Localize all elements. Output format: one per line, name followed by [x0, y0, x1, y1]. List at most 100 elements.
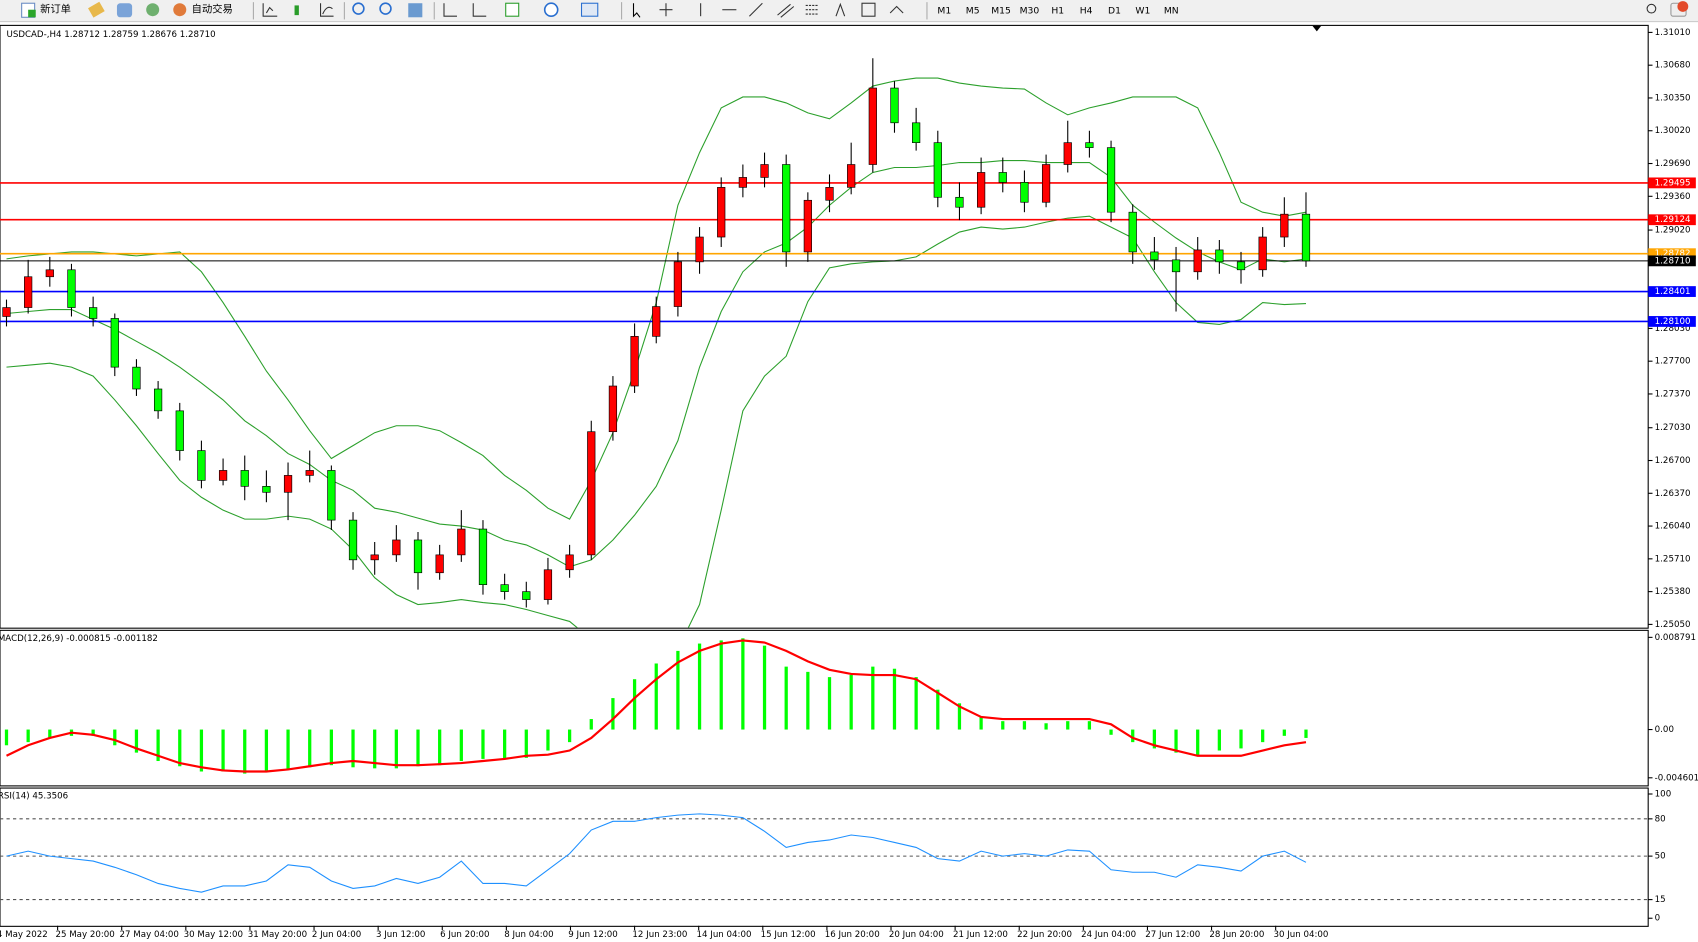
- candle-body: [652, 306, 661, 337]
- x-tick-label: 30 Jun 04:00: [1274, 930, 1329, 940]
- scroll-icon[interactable]: [443, 3, 457, 17]
- candle-body: [89, 307, 98, 319]
- timeframe-button[interactable]: D1: [1108, 5, 1121, 16]
- new-order-button[interactable]: 新订单: [40, 3, 71, 16]
- candle-body: [218, 470, 228, 481]
- candle-body: [1150, 251, 1159, 261]
- histogram-bar: [178, 729, 182, 767]
- price-axis: 0.008791 0.00 -0.004601: [1648, 633, 1698, 783]
- x-tick-label: 12 Jun 23:00: [632, 930, 687, 940]
- history-icon[interactable]: [88, 1, 105, 18]
- histogram-bar: [1109, 729, 1113, 735]
- level-price-box: [1648, 255, 1696, 267]
- level-price-box: [1648, 214, 1696, 226]
- panel-plot: [4, 638, 1308, 774]
- histogram-bar: [243, 729, 247, 774]
- timeframe-button[interactable]: M30: [1020, 5, 1040, 16]
- y-tick-label: 50: [1655, 852, 1666, 862]
- zoom-out-icon[interactable]: [379, 2, 392, 15]
- timeframe-button[interactable]: H1: [1051, 5, 1064, 16]
- label-icon[interactable]: [861, 2, 876, 17]
- auto-trade-button[interactable]: 自动交易: [192, 3, 233, 16]
- histogram-bar: [546, 729, 550, 751]
- histogram-bar: [221, 729, 225, 772]
- tile-icon[interactable]: [408, 3, 423, 18]
- histogram-bar: [1217, 729, 1221, 751]
- histogram-bar: [611, 698, 615, 730]
- cursor-icon[interactable]: [632, 3, 641, 18]
- x-tick-label: 24 May 2022: [0, 930, 48, 940]
- candle-body: [760, 164, 769, 178]
- histogram-bar: [762, 645, 767, 730]
- line-chart-icon[interactable]: [319, 3, 334, 17]
- histogram-bar: [936, 689, 940, 730]
- histogram-bar: [1152, 729, 1157, 749]
- text-icon[interactable]: [835, 2, 846, 17]
- candle-body: [348, 519, 358, 561]
- histogram-bar: [1131, 729, 1135, 743]
- indicator-line: [6, 639, 1307, 773]
- periods-icon[interactable]: [543, 2, 559, 18]
- toolbar-bg: [0, 0, 1698, 22]
- y-tick-label: 1.30350: [1655, 93, 1691, 103]
- candle-body: [67, 269, 76, 308]
- candle-body: [1280, 213, 1289, 238]
- rsi-panel: [0, 787, 1649, 927]
- x-tick-label: 9 Jun 12:00: [568, 930, 617, 940]
- indicator-title: RSI(14) 45.3506: [0, 792, 68, 802]
- zoom-in-icon[interactable]: [352, 2, 365, 15]
- histogram-bar: [113, 729, 117, 746]
- histogram-bar: [91, 729, 95, 736]
- candle-body: [175, 410, 184, 451]
- histogram-bar: [156, 729, 160, 762]
- candle-body: [305, 470, 314, 476]
- arrows-icon[interactable]: [889, 5, 904, 14]
- y-tick-label: 15: [1655, 895, 1666, 905]
- histogram-bar: [697, 643, 702, 730]
- panel-plot: [0, 813, 1649, 901]
- timeframe-button[interactable]: M5: [966, 5, 980, 16]
- candle-body: [955, 196, 964, 208]
- indicators-icon[interactable]: [505, 2, 520, 17]
- shift-icon[interactable]: [472, 3, 487, 17]
- y-tick-label: 1.31010: [1655, 28, 1691, 38]
- channel-icon[interactable]: [777, 3, 795, 18]
- fibo-icon[interactable]: [805, 4, 819, 15]
- level-price-label: 1.28100: [1655, 317, 1691, 327]
- indicator-line: [6, 215, 1307, 628]
- new-order-plus: [28, 9, 36, 18]
- level-price-label: 1.28401: [1655, 287, 1691, 297]
- notification-badge[interactable]: [1677, 1, 1689, 12]
- search-icon[interactable]: [1646, 3, 1657, 14]
- timeframe-button[interactable]: W1: [1135, 5, 1150, 16]
- signal-icon[interactable]: [146, 3, 160, 17]
- y-tick-label: 1.27030: [1655, 423, 1691, 433]
- histogram-bar: [871, 666, 875, 730]
- candle-body: [695, 236, 704, 263]
- auto-trade-icon[interactable]: [173, 3, 187, 17]
- bar-chart-icon[interactable]: [262, 3, 278, 17]
- timeframe-button[interactable]: M1: [937, 5, 951, 16]
- crosshair-icon[interactable]: [659, 3, 673, 17]
- candle-body: [890, 87, 899, 124]
- data-icon[interactable]: [116, 3, 133, 18]
- candle-body: [153, 388, 163, 412]
- timeframe-button[interactable]: H4: [1080, 5, 1093, 16]
- histogram-bar: [481, 729, 485, 759]
- trendline-icon[interactable]: [748, 2, 763, 17]
- candle-body: [522, 591, 531, 600]
- candle-body: [240, 470, 249, 487]
- timeframe-button[interactable]: M15: [991, 5, 1011, 16]
- timeframe-button[interactable]: MN: [1164, 5, 1179, 16]
- y-tick-label: 0: [1655, 914, 1661, 924]
- y-tick-label: 1.30680: [1655, 61, 1691, 71]
- y-tick-label: 1.25710: [1655, 554, 1691, 564]
- y-tick-label: 1.27700: [1655, 357, 1691, 367]
- candle-body: [1215, 249, 1224, 263]
- histogram-bar: [416, 729, 420, 767]
- candle-chart-icon[interactable]: [294, 5, 299, 16]
- candle-body: [782, 164, 791, 253]
- candle-body: [1301, 213, 1311, 262]
- templates-icon[interactable]: [580, 2, 599, 17]
- x-tick-label: 14 Jun 04:00: [697, 930, 752, 940]
